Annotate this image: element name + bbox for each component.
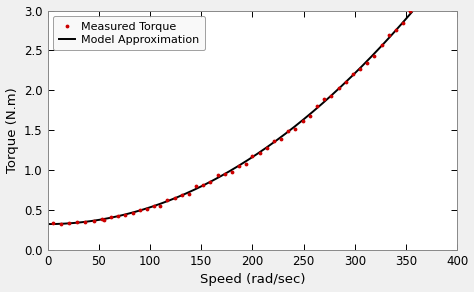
Y-axis label: Torque (N.m): Torque (N.m) [6,87,18,173]
Legend: Measured Torque, Model Approximation: Measured Torque, Model Approximation [53,16,205,50]
X-axis label: Speed (rad/sec): Speed (rad/sec) [200,273,305,286]
